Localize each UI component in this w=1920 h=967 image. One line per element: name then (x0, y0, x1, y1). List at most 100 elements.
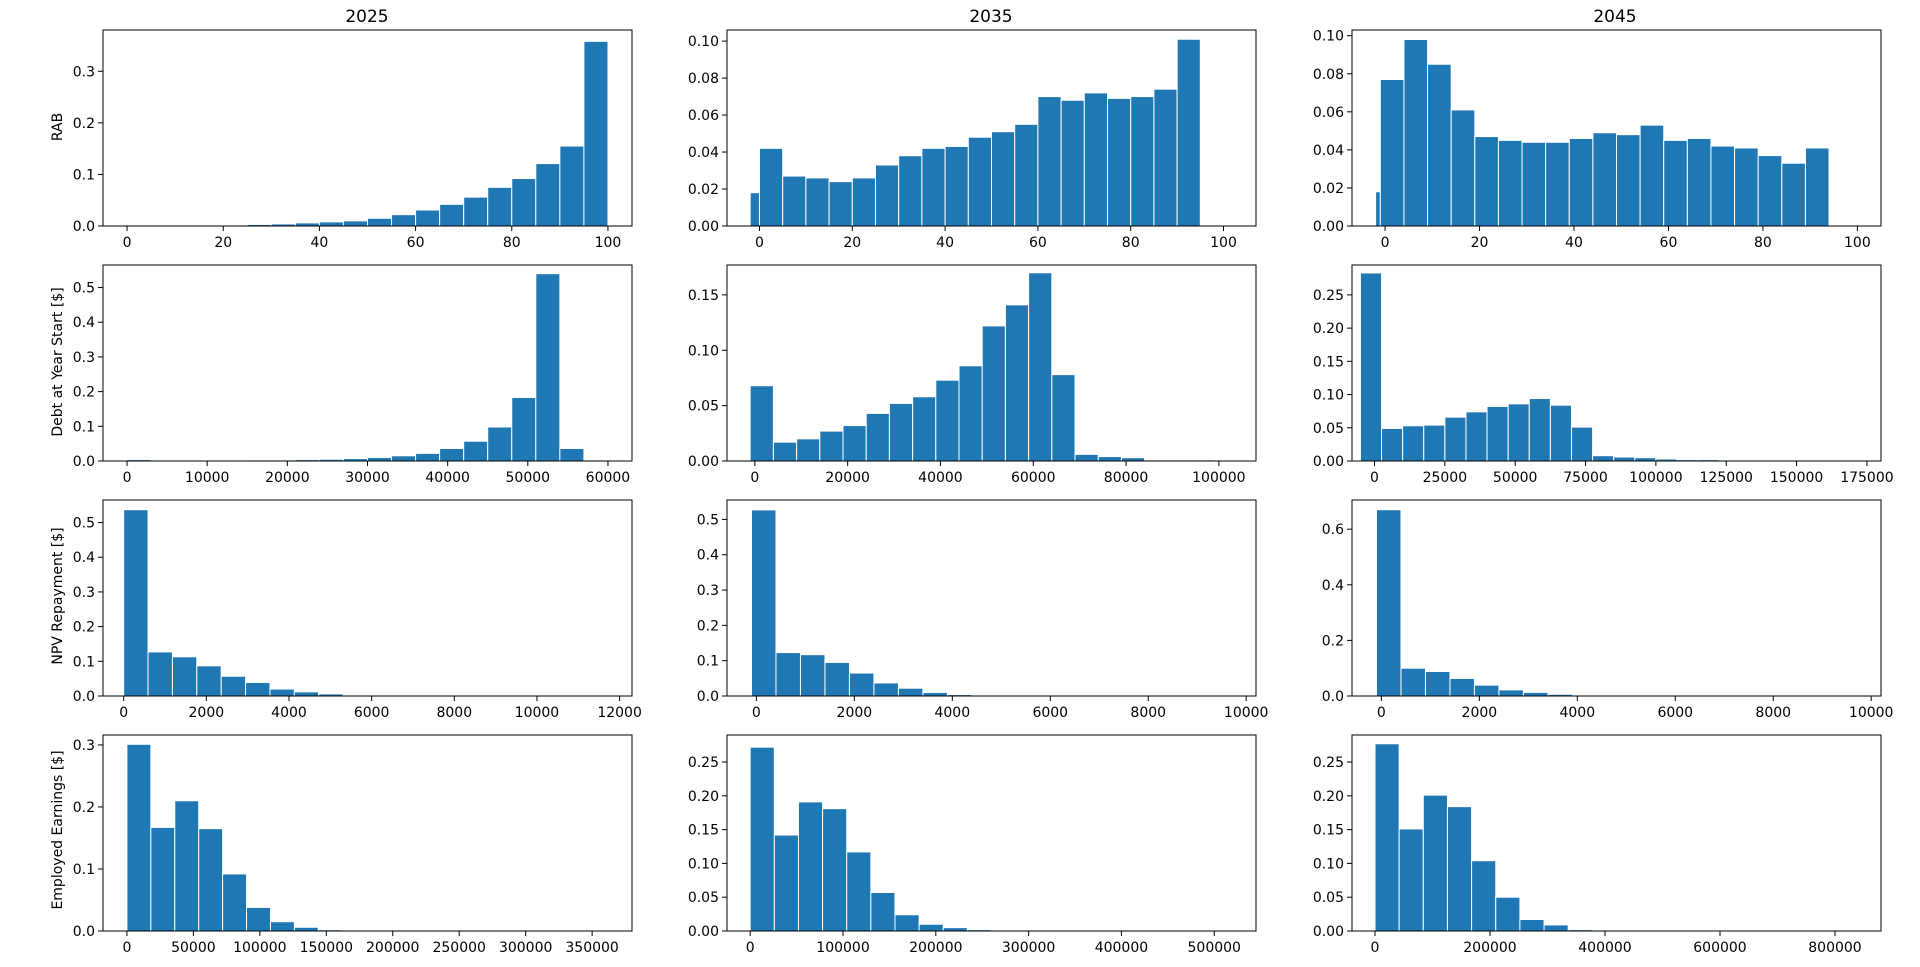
x-tick-label: 100000 (1629, 470, 1682, 486)
histogram-bar (921, 147, 946, 227)
x-tick-label: 125000 (1700, 470, 1753, 486)
histogram-bar (196, 665, 222, 697)
histogram-bar (873, 682, 899, 697)
y-tick-label: 0.2 (73, 800, 95, 816)
histogram-bar (1570, 426, 1594, 462)
x-tick-label: 8000 (436, 705, 472, 721)
x-tick-label: 400000 (1095, 940, 1148, 956)
y-tick-label: 0.05 (688, 399, 719, 415)
histogram-bar (1083, 92, 1109, 227)
x-tick-label: 150000 (1770, 470, 1823, 486)
x-tick-label: 400000 (1578, 940, 1631, 956)
histogram-bar (912, 396, 937, 462)
y-tick-label: 0.06 (688, 108, 719, 124)
x-tick-label: 20000 (265, 470, 310, 486)
y-tick-label: 0.25 (1313, 288, 1344, 304)
y-tick-label: 0.08 (688, 71, 719, 87)
axes-frame (1351, 29, 1882, 227)
histogram-bar (1176, 38, 1201, 227)
x-tick-label: 60 (1029, 235, 1047, 251)
x-tick-label: 80 (1754, 235, 1772, 251)
y-tick-label: 0.3 (697, 583, 719, 599)
histogram-bar (944, 145, 969, 227)
y-tick-label: 0.00 (1313, 454, 1344, 470)
histogram-bar (1592, 455, 1615, 462)
x-tick-label: 6000 (1032, 705, 1068, 721)
x-tick-label: 0 (1377, 705, 1386, 721)
histogram-bar (758, 147, 784, 227)
histogram-panel: 0 100000 200000 300000 400000 500000 0.00 0.05 0… (688, 734, 1257, 956)
x-tick-label: 40 (936, 235, 954, 251)
y-tick-label: 0.6 (1322, 522, 1344, 538)
x-tick-label: 40000 (918, 470, 963, 486)
y-tick-label: 0.10 (688, 34, 719, 50)
histogram-bar (439, 448, 465, 462)
histogram-bar (1613, 456, 1636, 462)
histogram-bar (147, 651, 173, 697)
x-tick-label: 40 (1565, 235, 1583, 251)
histogram-bar (824, 661, 850, 697)
histogram-bar (1374, 743, 1400, 932)
axes-frame (1351, 499, 1882, 697)
y-tick-label: 0.05 (688, 890, 719, 906)
x-tick-label: 300000 (499, 940, 552, 956)
y-tick-label: 0.3 (73, 350, 95, 366)
x-tick-label: 20 (1471, 235, 1489, 251)
axes-frame (726, 734, 1257, 932)
y-tick-label: 0.20 (1313, 789, 1344, 805)
x-tick-label: 75000 (1563, 470, 1608, 486)
histogram-bar (1757, 155, 1783, 227)
x-tick-label: 4000 (1559, 705, 1595, 721)
histogram-bar (198, 828, 224, 932)
histogram-bar (1381, 427, 1404, 462)
histogram-bar (1153, 88, 1178, 227)
histogram-bar (1663, 139, 1688, 227)
x-tick-label: 200000 (366, 940, 419, 956)
y-tick-label: 0.00 (688, 219, 719, 235)
x-tick-label: 0 (123, 470, 132, 486)
histogram-bar (318, 221, 344, 227)
x-tick-label: 12000 (597, 705, 642, 721)
histogram-bar (222, 873, 248, 932)
x-tick-label: 80000 (1104, 470, 1149, 486)
x-tick-label: 50000 (506, 470, 551, 486)
y-tick-label: 0.10 (688, 343, 719, 359)
x-tick-label: 60000 (1011, 470, 1056, 486)
histogram-bar (851, 177, 876, 227)
histogram-bar (1592, 132, 1618, 227)
histogram-bar (1522, 691, 1549, 697)
histogram-bar (848, 672, 875, 697)
y-tick-label: 0.2 (73, 385, 95, 401)
histogram-bar (1074, 453, 1099, 462)
x-tick-label: 500000 (1188, 940, 1241, 956)
x-tick-label: 60 (407, 235, 425, 251)
histogram-bar (942, 927, 968, 932)
y-tick-label: 0.3 (73, 64, 95, 80)
histogram-bar (245, 681, 271, 697)
histogram-bar (842, 425, 867, 462)
axes-frame (726, 264, 1257, 462)
histogram-bar (463, 196, 489, 227)
histogram-bar (750, 509, 777, 697)
y-tick-label: 0.08 (1313, 67, 1344, 83)
histogram-bar (1424, 671, 1451, 697)
histogram-bar (870, 891, 896, 932)
y-tick-label: 0.15 (688, 823, 719, 839)
x-tick-label: 6000 (354, 705, 390, 721)
histogram-bar (511, 178, 537, 227)
histogram-bar (888, 402, 914, 462)
histogram-bar (1710, 145, 1736, 227)
x-tick-label: 0 (750, 470, 759, 486)
histogram-bar (1507, 403, 1530, 462)
histogram-bar (1014, 123, 1039, 227)
x-tick-label: 0 (122, 940, 131, 956)
histogram-bar (991, 131, 1016, 227)
histogram-bar (935, 379, 960, 462)
histogram-bar (1543, 924, 1569, 932)
histogram-bar (367, 457, 393, 462)
x-tick-label: 20 (214, 235, 232, 251)
histogram-panel: 0 2000 4000 6000 8000 10000 0.0 0.2 0.4 0.6 (1322, 499, 1893, 721)
axes-frame (1351, 264, 1882, 462)
y-tick-label: 0.20 (1313, 321, 1344, 337)
y-tick-label: 0.25 (688, 755, 719, 771)
